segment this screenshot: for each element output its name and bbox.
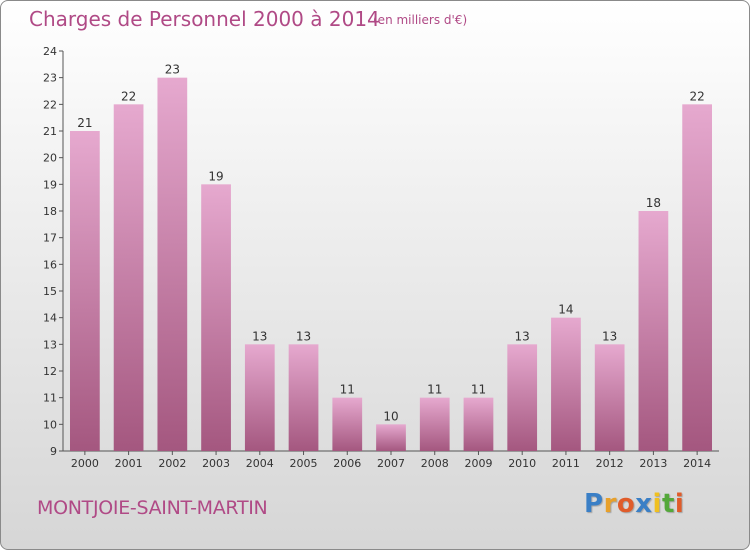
bar — [638, 211, 669, 451]
bar — [244, 344, 275, 451]
x-tick-label: 2009 — [464, 457, 492, 470]
bar — [463, 397, 494, 451]
bar-value-label: 23 — [165, 63, 180, 77]
bar — [157, 77, 188, 452]
x-tick-label: 2000 — [71, 457, 99, 470]
x-tick-label: 2007 — [377, 457, 405, 470]
y-tick-label: 15 — [43, 285, 57, 298]
logo-letter: x — [635, 489, 653, 519]
bar — [376, 424, 406, 451]
bar-value-label: 10 — [383, 409, 398, 423]
x-tick-label: 2004 — [246, 457, 274, 470]
bar-value-label: 13 — [515, 329, 530, 343]
bar — [507, 344, 538, 451]
bar-value-label: 13 — [602, 329, 617, 343]
commune-name: MONTJOIE-SAINT-MARTIN — [37, 497, 268, 519]
y-tick-label: 18 — [43, 205, 57, 218]
x-tick-label: 2003 — [202, 457, 230, 470]
proxiti-logo: Proxiti — [584, 489, 684, 519]
bar-value-label: 13 — [296, 329, 311, 343]
bar-value-label: 22 — [689, 89, 704, 103]
y-tick-label: 11 — [43, 392, 57, 405]
y-tick-label: 9 — [50, 445, 57, 458]
logo-letter: i — [674, 489, 685, 519]
x-tick-label: 2012 — [596, 457, 624, 470]
bar — [594, 344, 625, 451]
bar-value-label: 11 — [340, 383, 355, 397]
bar-value-label: 11 — [427, 383, 442, 397]
y-tick-label: 12 — [43, 365, 57, 378]
bar — [201, 184, 231, 452]
x-tick-label: 2014 — [683, 457, 711, 470]
logo-letter: r — [603, 489, 617, 519]
bar-value-label: 22 — [121, 89, 136, 103]
bar — [419, 397, 450, 451]
y-tick-label: 17 — [43, 232, 57, 245]
y-tick-label: 14 — [43, 312, 57, 325]
x-tick-label: 2010 — [508, 457, 536, 470]
bar-value-label: 14 — [558, 303, 573, 317]
bar-value-label: 19 — [208, 169, 223, 183]
bar — [332, 397, 363, 451]
y-tick-label: 23 — [43, 72, 57, 85]
y-tick-label: 22 — [43, 98, 57, 111]
bar-value-label: 11 — [471, 383, 486, 397]
y-tick-label: 13 — [43, 338, 57, 351]
y-tick-label: 24 — [43, 45, 57, 58]
y-tick-label: 19 — [43, 178, 57, 191]
bar-value-label: 13 — [252, 329, 267, 343]
logo-letter: o — [616, 489, 636, 519]
logo-letter: i — [652, 489, 662, 519]
x-tick-label: 2006 — [333, 457, 361, 470]
y-tick-label: 10 — [43, 418, 57, 431]
bar — [69, 131, 100, 451]
bar — [551, 317, 581, 451]
bar — [682, 104, 713, 451]
x-tick-label: 2008 — [421, 457, 449, 470]
chart-title: Charges de Personnel 2000 à 2014 — [29, 7, 380, 31]
bar — [113, 104, 144, 451]
x-tick-label: 2001 — [115, 457, 143, 470]
logo-letter: P — [584, 489, 604, 519]
x-tick-label: 2013 — [639, 457, 667, 470]
bar-value-label: 18 — [646, 196, 661, 210]
chart-unit: (en milliers d'€) — [373, 13, 468, 27]
bar-value-label: 21 — [77, 116, 92, 130]
y-tick-label: 21 — [43, 125, 57, 138]
y-tick-label: 16 — [43, 258, 57, 271]
logo-letter: t — [661, 489, 675, 519]
x-tick-label: 2005 — [290, 457, 318, 470]
bar — [288, 344, 319, 451]
y-tick-label: 20 — [43, 152, 57, 165]
x-tick-label: 2002 — [158, 457, 186, 470]
x-tick-label: 2011 — [552, 457, 580, 470]
